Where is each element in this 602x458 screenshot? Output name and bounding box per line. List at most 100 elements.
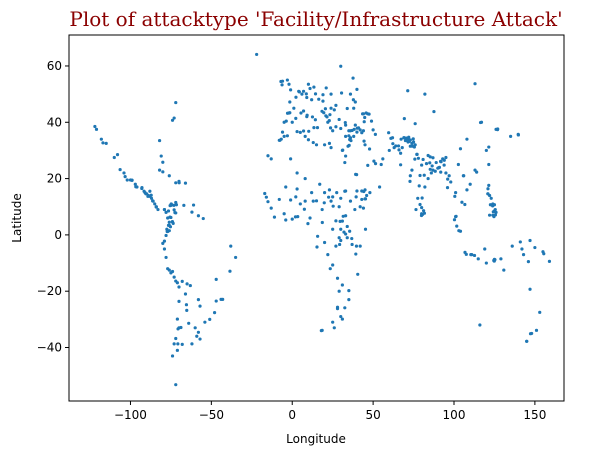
data-point <box>203 320 207 324</box>
data-point <box>347 129 351 133</box>
y-tick-label: 0 <box>54 228 62 242</box>
data-point <box>308 216 312 220</box>
data-point <box>157 168 162 172</box>
data-point <box>173 211 177 215</box>
data-point <box>473 82 477 86</box>
data-point <box>354 172 358 176</box>
data-point <box>162 247 167 251</box>
data-point <box>175 348 179 352</box>
x-tick-label: 100 <box>443 408 466 422</box>
x-axis-label: Longitude <box>286 432 346 446</box>
data-point <box>303 134 307 138</box>
data-point <box>164 210 168 214</box>
data-point <box>413 157 417 161</box>
data-point <box>165 229 169 234</box>
data-point <box>348 199 353 203</box>
data-point <box>185 308 189 312</box>
data-point <box>350 236 354 241</box>
data-point <box>390 136 395 140</box>
data-point <box>269 206 273 210</box>
data-point <box>487 162 491 167</box>
data-point <box>335 276 340 280</box>
data-point <box>255 52 259 57</box>
data-point <box>170 118 175 122</box>
data-point <box>177 285 181 289</box>
data-point <box>456 162 460 167</box>
data-point <box>358 205 362 209</box>
data-point <box>172 116 176 120</box>
data-point <box>339 227 343 231</box>
data-point <box>423 185 427 189</box>
data-point <box>453 194 457 198</box>
data-point <box>418 173 422 178</box>
data-point <box>332 108 336 112</box>
data-point <box>372 159 376 163</box>
data-point <box>343 306 347 310</box>
data-point <box>444 155 448 160</box>
data-point <box>339 64 343 68</box>
data-point <box>487 213 492 217</box>
data-point <box>328 267 332 271</box>
data-point <box>272 215 277 219</box>
data-point <box>341 148 345 152</box>
data-point <box>122 171 126 175</box>
data-point <box>331 263 335 267</box>
data-point <box>354 244 359 248</box>
y-tick-label: 20 <box>47 172 62 186</box>
data-point <box>329 146 333 150</box>
data-point <box>214 277 218 281</box>
data-point <box>190 210 194 214</box>
data-point <box>418 202 422 207</box>
data-point <box>334 219 338 223</box>
data-point <box>525 339 529 343</box>
data-point <box>161 160 165 164</box>
data-point <box>162 207 167 212</box>
data-point <box>379 162 383 167</box>
data-point <box>335 191 339 195</box>
data-point <box>439 170 443 174</box>
y-tick-label: −20 <box>37 284 62 298</box>
data-point <box>331 195 335 199</box>
data-point <box>303 176 307 181</box>
data-point <box>174 383 178 387</box>
data-point <box>154 205 158 209</box>
data-point <box>123 175 127 179</box>
data-point <box>287 82 291 86</box>
data-point <box>337 289 341 293</box>
data-point <box>195 334 199 338</box>
data-point <box>400 146 404 150</box>
data-point <box>431 156 435 160</box>
data-point <box>345 106 349 111</box>
data-point <box>153 202 157 206</box>
data-point <box>414 207 418 212</box>
x-tick-label: −50 <box>199 408 224 422</box>
data-point <box>520 247 524 251</box>
data-point <box>465 188 469 192</box>
data-point <box>288 111 292 115</box>
data-point <box>509 134 513 138</box>
data-point <box>322 201 326 205</box>
data-point <box>344 232 348 236</box>
data-point <box>166 209 171 213</box>
data-point <box>399 163 403 167</box>
data-point <box>169 202 173 206</box>
data-point <box>463 202 467 207</box>
data-point <box>324 114 328 118</box>
data-point <box>284 119 288 123</box>
data-point <box>352 127 356 131</box>
data-point <box>140 185 144 190</box>
data-point <box>396 144 401 148</box>
data-point <box>494 210 498 214</box>
data-point <box>115 153 120 157</box>
data-point <box>320 207 324 212</box>
data-point <box>399 137 403 141</box>
data-point <box>530 331 534 336</box>
data-point <box>354 195 358 199</box>
data-point <box>420 196 424 200</box>
data-point <box>149 193 153 197</box>
data-point <box>125 178 129 182</box>
data-point <box>413 122 417 126</box>
data-point <box>329 106 333 110</box>
data-point <box>352 134 356 138</box>
